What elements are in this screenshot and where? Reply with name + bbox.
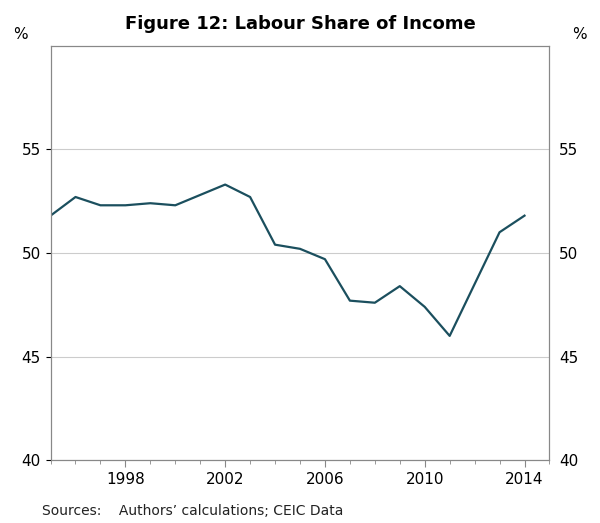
Text: Sources:    Authors’ calculations; CEIC Data: Sources: Authors’ calculations; CEIC Dat… — [42, 504, 343, 518]
Text: %: % — [572, 27, 587, 41]
Text: %: % — [13, 27, 28, 41]
Title: Figure 12: Labour Share of Income: Figure 12: Labour Share of Income — [125, 15, 475, 33]
